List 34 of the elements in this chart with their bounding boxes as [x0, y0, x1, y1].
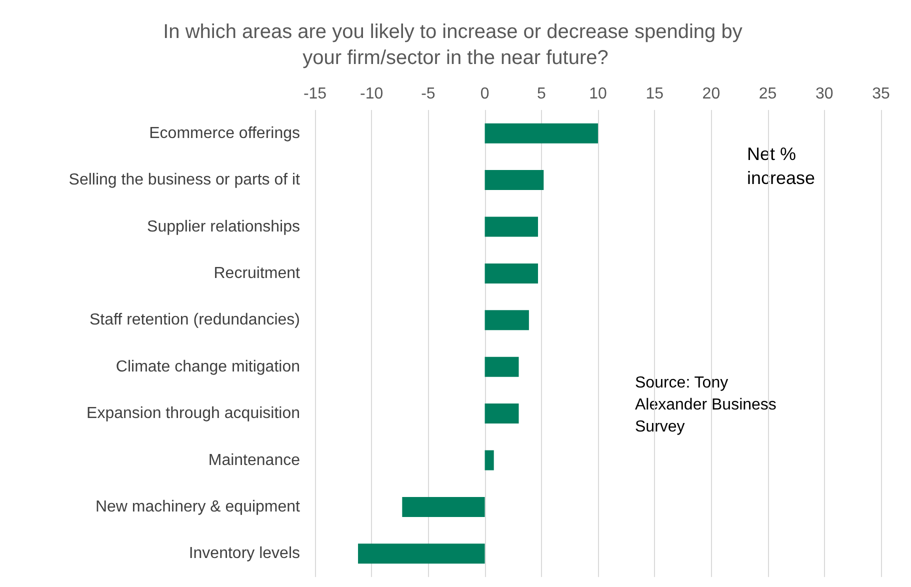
annotation: Net % increase — [747, 144, 816, 188]
y-tick-label: Maintenance — [208, 452, 300, 469]
bar — [484, 450, 494, 470]
chart-title: In which areas are you likely to increase or decrease spending by your firm/sector in the near future? — [163, 21, 748, 69]
x-tick-label: 20 — [702, 86, 720, 102]
x-tick-label: -10 — [360, 86, 384, 102]
y-tick-label: New machinery & equipment — [95, 498, 301, 516]
y-tick-label: Inventory levels — [188, 545, 300, 562]
bar — [484, 310, 529, 330]
y-tick-label: Staff retention (redundancies) — [90, 312, 300, 329]
y-tick-label: Climate change mitigation — [116, 358, 300, 376]
y-tick-label: Expansion through acquisition — [86, 405, 300, 422]
bar — [484, 123, 598, 144]
y-tick-label: Supplier relationships — [147, 218, 300, 236]
bar — [358, 544, 485, 564]
bar — [484, 170, 544, 190]
bar — [484, 356, 519, 377]
x-tick-label: 25 — [758, 86, 777, 102]
bar — [402, 496, 485, 517]
annotation: Source: Tony Alexander Business Survey — [635, 374, 781, 436]
x-tick-label: 10 — [589, 86, 607, 102]
x-tick-label: -15 — [303, 86, 327, 102]
x-tick-label: -5 — [421, 86, 436, 102]
y-tick-label: Selling the business or parts of it — [68, 172, 301, 189]
bar — [484, 404, 519, 424]
y-tick-label: Recruitment — [214, 264, 301, 282]
x-tick-label: 15 — [646, 86, 664, 102]
x-tick-label: 30 — [816, 86, 834, 102]
y-tick-label: Ecommerce offerings — [149, 124, 300, 142]
x-tick-label: 0 — [480, 86, 490, 102]
x-tick-label: 35 — [872, 86, 890, 102]
x-tick-label: 5 — [536, 86, 546, 102]
bar — [484, 263, 538, 284]
bar — [484, 216, 538, 237]
